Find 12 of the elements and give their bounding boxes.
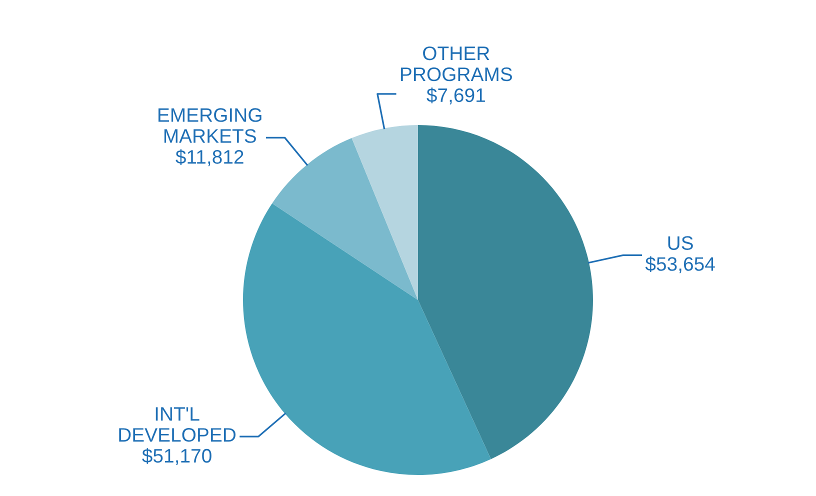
pie-slice bbox=[272, 138, 418, 300]
slice-label: US bbox=[668, 236, 693, 250]
data-label: $51,170 bbox=[142, 448, 212, 465]
data-label: $53,654 bbox=[645, 256, 715, 274]
slice-label: OTHER PROGRAMS bbox=[401, 46, 512, 82]
pie-slice bbox=[352, 125, 418, 300]
pie-slice bbox=[243, 203, 491, 475]
data-label: $11,812 bbox=[176, 149, 244, 166]
pie-slice bbox=[418, 125, 593, 460]
slice-label: INT'L DEVELOPED bbox=[119, 407, 236, 442]
slice-label: EMERGING MARKETS bbox=[158, 108, 262, 143]
data-label: $7,691 bbox=[426, 88, 485, 104]
